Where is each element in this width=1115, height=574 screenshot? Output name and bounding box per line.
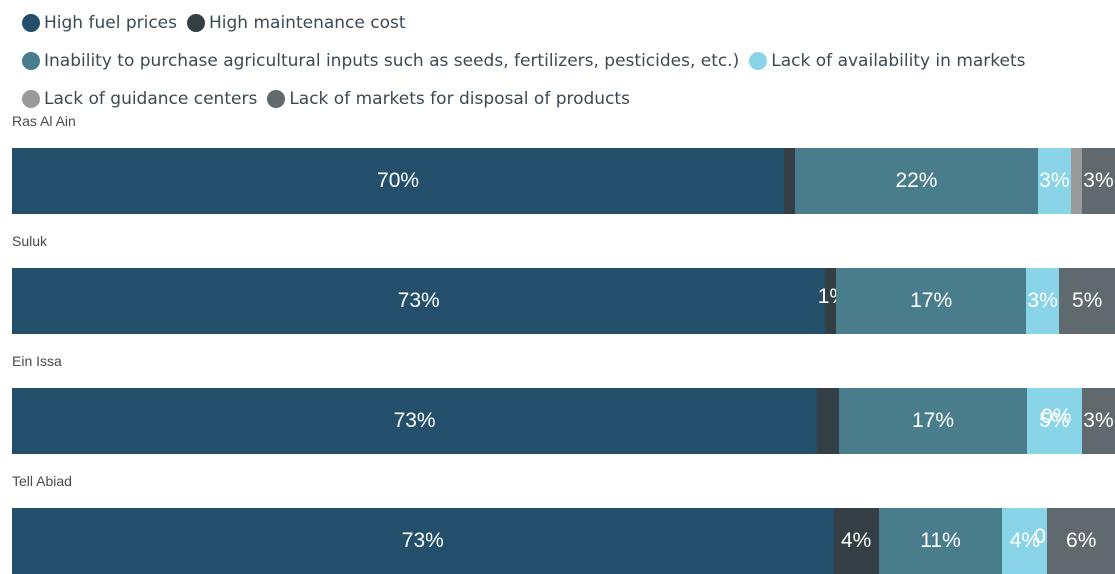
legend-label: Lack of availability in markets [771, 51, 1026, 71]
legend-item: Lack of markets for disposal of products [267, 86, 630, 112]
bar-segment [12, 508, 834, 574]
data-label: 4% [840, 529, 872, 552]
legend-swatch [749, 52, 768, 70]
bar-row: 73% 1% 17% 3% 5% [12, 268, 1115, 334]
bar-segment [12, 388, 818, 454]
legend-item: Lack of guidance centers [22, 86, 257, 112]
bar-row: 70% 22% 3% 3% [12, 148, 1115, 214]
legend-item: High maintenance cost [187, 10, 406, 36]
legend-label: Lack of markets for disposal of products [289, 89, 630, 109]
bar-segment [1081, 388, 1115, 454]
legend-swatch [22, 90, 40, 108]
data-label: 22% [895, 169, 938, 192]
legend-swatch [22, 14, 40, 32]
legend: High fuel prices High maintenance cost Ina… [22, 10, 1112, 112]
data-label: 6% [1066, 529, 1097, 552]
data-label: 4% [1009, 529, 1041, 552]
bar-segment [1070, 148, 1082, 214]
legend-swatch [187, 14, 205, 32]
bar-segment [1025, 268, 1060, 334]
data-label: 0% [1041, 405, 1072, 428]
bar-segment [12, 268, 826, 334]
legend-item: Inability to purchase agricultural input… [22, 48, 739, 74]
bar-segment [1059, 268, 1115, 334]
data-label: 17% [911, 409, 955, 432]
bar-segment [825, 268, 837, 334]
data-label: 5% [1039, 409, 1070, 432]
data-label: 11% [920, 529, 961, 552]
row-label: Ein Issa [12, 353, 62, 369]
legend-item: High fuel prices [22, 10, 177, 36]
row-label: Tell Abiad [12, 473, 72, 489]
row-label: Ras Al Ain [12, 113, 76, 129]
bar-segment [1081, 148, 1115, 214]
data-label: 3% [1027, 289, 1058, 312]
bar-segment [795, 148, 1038, 214]
bar-row: 73%4%11%4%0%6% [12, 508, 1115, 574]
legend-item: Lack of availability in markets [749, 48, 1026, 74]
legend-label: Inability to purchase agricultural input… [44, 51, 740, 71]
data-label: 70% [377, 169, 420, 192]
bar-segment [878, 508, 1003, 574]
bar-segment [784, 148, 796, 214]
bar-segment [1002, 508, 1048, 574]
data-label: 17% [910, 289, 953, 312]
bar-segment [836, 268, 1026, 334]
row-label: Suluk [12, 233, 48, 249]
bar-segment [839, 388, 1027, 454]
legend-label: Lack of guidance centers [44, 89, 258, 109]
data-label: 5% [1071, 289, 1103, 312]
bar-segment [833, 508, 879, 574]
legend-swatch [267, 90, 286, 108]
data-label: 73% [397, 289, 440, 312]
data-label: 3% [1083, 409, 1114, 432]
data-label: 3% [1039, 169, 1070, 192]
bar-segment [1037, 148, 1071, 214]
bar-segment [1026, 388, 1082, 454]
legend-label: High maintenance cost [209, 13, 406, 33]
bar-segment [817, 388, 840, 454]
data-label: 3% [1083, 169, 1114, 192]
bar-segment [1047, 508, 1115, 574]
data-label: 73% [401, 529, 444, 552]
data-label: 73% [393, 409, 436, 432]
legend-label: High fuel prices [44, 13, 177, 33]
bar-row: 73% 17% 5% 0% 3% [12, 388, 1115, 454]
bar-segment [12, 148, 785, 214]
legend-swatch [22, 52, 40, 70]
